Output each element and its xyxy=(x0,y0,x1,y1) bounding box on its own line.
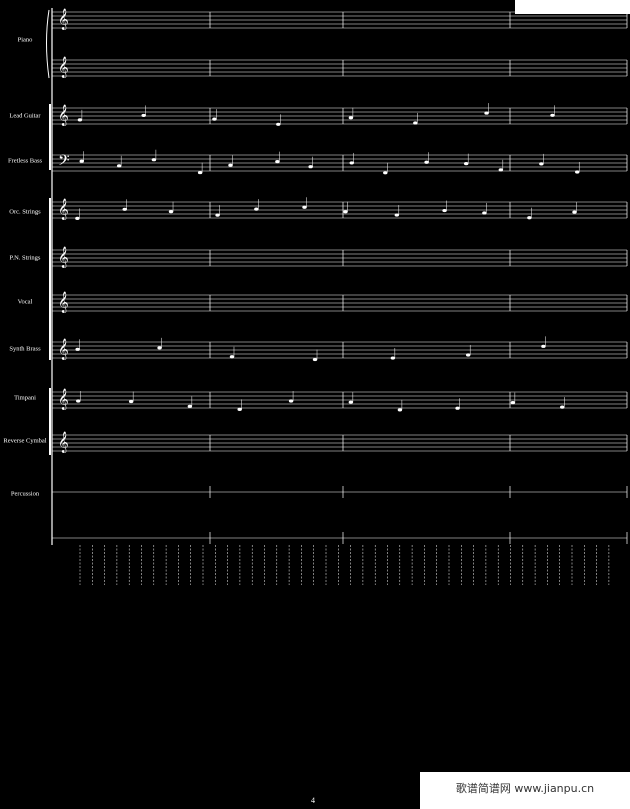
clef: 𝄢 xyxy=(58,152,70,173)
note-head xyxy=(77,118,83,122)
note-head xyxy=(302,205,307,209)
note-head xyxy=(75,216,80,220)
note-head xyxy=(527,216,532,220)
instrument-label: Synth Brass xyxy=(9,345,41,352)
note-head xyxy=(560,405,565,409)
instrument-label: Percussion xyxy=(11,490,40,497)
clef: 𝄞 xyxy=(58,292,69,313)
note-head xyxy=(390,356,396,360)
note-head xyxy=(348,400,354,404)
note-head xyxy=(122,207,127,211)
note-head xyxy=(343,210,348,214)
note-head xyxy=(151,158,157,162)
instrument-label: Fretless Bass xyxy=(8,157,43,164)
note-head xyxy=(455,406,460,410)
note-head xyxy=(237,407,242,411)
note-head xyxy=(75,347,80,351)
corner-patch xyxy=(515,0,630,14)
clef: 𝄞 xyxy=(58,9,69,30)
clef: 𝄞 xyxy=(58,389,69,410)
note-head xyxy=(229,355,235,359)
note-head xyxy=(288,399,294,403)
note-head xyxy=(572,210,577,214)
note-head xyxy=(212,117,217,121)
instrument-label: Lead Guitar xyxy=(9,112,41,119)
note-head xyxy=(424,160,429,164)
note-head xyxy=(541,344,546,348)
note-head xyxy=(228,163,233,167)
clef: 𝄞 xyxy=(58,199,69,220)
note-head xyxy=(383,171,388,175)
note-head xyxy=(394,213,400,217)
note-head xyxy=(128,399,134,404)
note-head xyxy=(308,165,313,169)
staves: 𝄞 𝄞 𝄞 𝄢 𝄞 𝄞 𝄞 𝄞 𝄞 𝄞 Piano Lead Guitar Fretless Bass O… xyxy=(3,8,628,585)
instrument-label: Timpani xyxy=(14,394,36,401)
instrument-label: P.N. Strings xyxy=(10,254,41,261)
note-head xyxy=(482,211,487,215)
note-head xyxy=(484,111,489,115)
note-head xyxy=(397,408,403,412)
note-head xyxy=(349,161,354,165)
brace xyxy=(46,9,50,79)
note-head xyxy=(141,113,146,118)
note-head xyxy=(442,208,447,213)
note-head xyxy=(276,122,281,126)
note-head xyxy=(116,164,122,168)
watermark: 歌谱简谱网 www.jianpu.cn xyxy=(456,781,594,795)
instrument-label: Orc. Strings xyxy=(9,208,41,215)
instrument-label: Reverse Cymbal xyxy=(3,437,46,444)
instrument-label: Vocal xyxy=(18,298,33,305)
note-head xyxy=(575,170,580,174)
note-head xyxy=(312,357,318,362)
note-head xyxy=(215,213,220,217)
note-head xyxy=(187,404,193,408)
note-head xyxy=(157,346,162,350)
note-head xyxy=(76,399,81,403)
watermark-box xyxy=(420,772,630,809)
note-head xyxy=(498,168,504,172)
note-head xyxy=(510,400,516,405)
note-head xyxy=(465,353,471,357)
note-head xyxy=(539,162,544,166)
page-number: 4 xyxy=(311,796,315,805)
note-head xyxy=(413,121,418,125)
clef: 𝄞 xyxy=(58,247,69,268)
clef: 𝄞 xyxy=(58,432,69,453)
note-head xyxy=(254,207,259,211)
note-head xyxy=(348,116,354,120)
note-head xyxy=(197,170,203,175)
clef: 𝄞 xyxy=(58,339,69,360)
clef: 𝄞 xyxy=(58,105,69,126)
instrument-label: Piano xyxy=(18,36,33,43)
note-head xyxy=(550,113,555,117)
note-head xyxy=(463,162,469,166)
note-head xyxy=(275,160,280,164)
note-head xyxy=(79,159,84,163)
clef: 𝄞 xyxy=(58,57,69,78)
note-head xyxy=(168,210,174,214)
